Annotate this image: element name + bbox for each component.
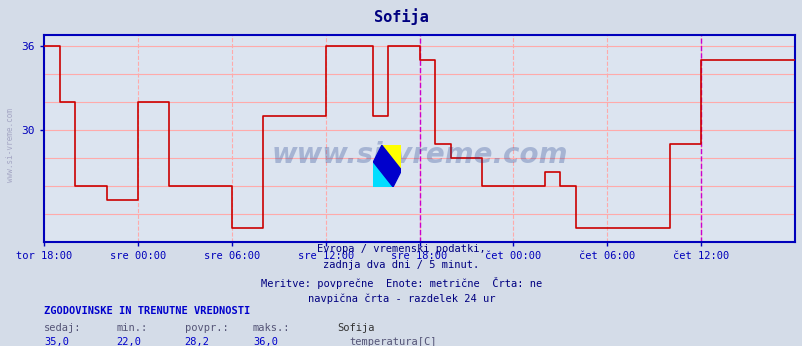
Text: temperatura[C]: temperatura[C] [349,337,436,346]
Text: zadnja dva dni / 5 minut.: zadnja dva dni / 5 minut. [323,260,479,270]
Text: 28,2: 28,2 [184,337,209,346]
Text: ZGODOVINSKE IN TRENUTNE VREDNOSTI: ZGODOVINSKE IN TRENUTNE VREDNOSTI [44,306,250,316]
Text: min.:: min.: [116,323,148,333]
Text: www.si-vreme.com: www.si-vreme.com [6,108,15,182]
Text: 35,0: 35,0 [44,337,69,346]
Polygon shape [373,162,393,187]
Text: 36,0: 36,0 [253,337,277,346]
Text: maks.:: maks.: [253,323,290,333]
Polygon shape [382,145,401,170]
Text: www.si-vreme.com: www.si-vreme.com [271,141,567,169]
Text: Meritve: povprečne  Enote: metrične  Črta: ne: Meritve: povprečne Enote: metrične Črta:… [261,277,541,289]
Polygon shape [373,145,401,187]
Text: navpična črta - razdelek 24 ur: navpična črta - razdelek 24 ur [307,293,495,304]
Text: Evropa / vremenski podatki,: Evropa / vremenski podatki, [317,244,485,254]
Text: sedaj:: sedaj: [44,323,82,333]
Text: Sofija: Sofija [337,323,375,333]
Text: 22,0: 22,0 [116,337,141,346]
Text: povpr.:: povpr.: [184,323,228,333]
Text: Sofija: Sofija [374,9,428,26]
